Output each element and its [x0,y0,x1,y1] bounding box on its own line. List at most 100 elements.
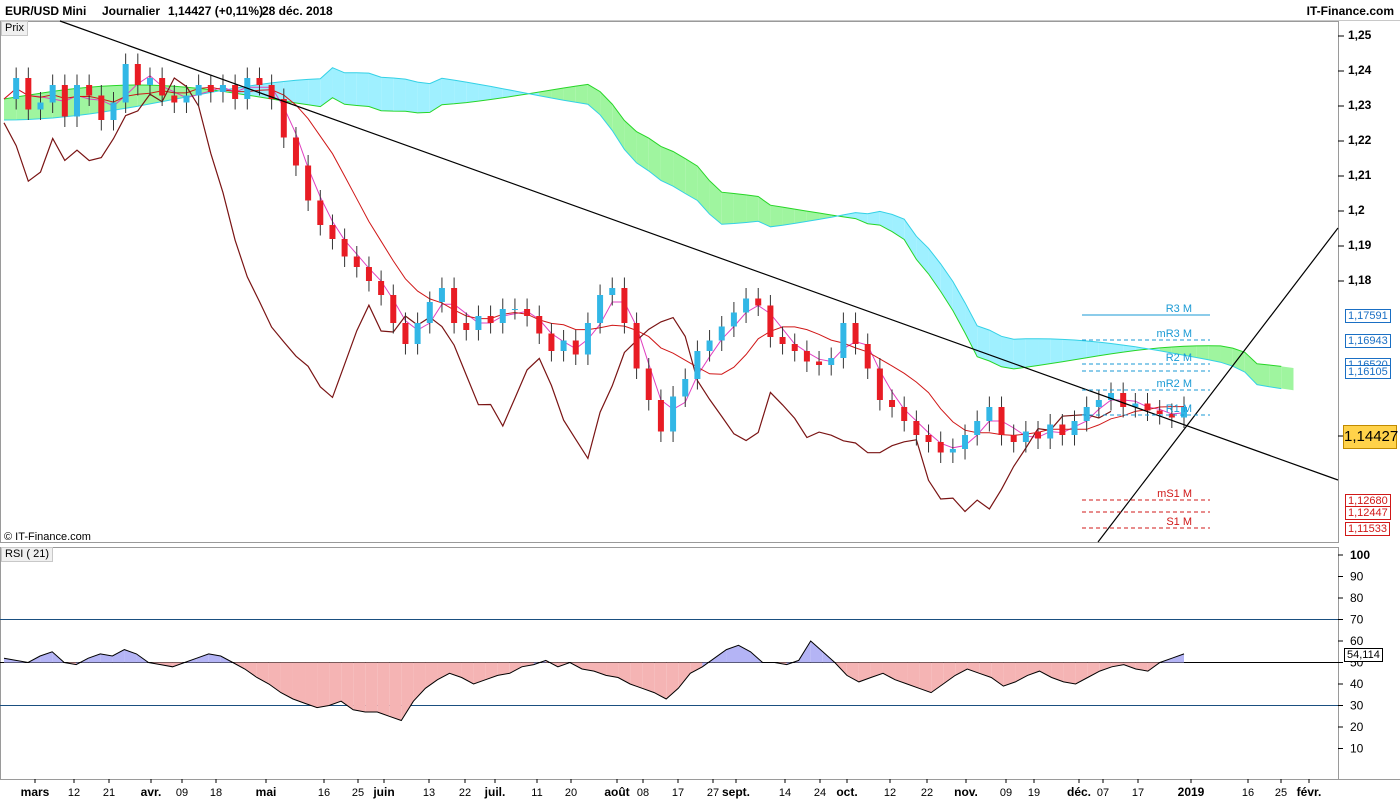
rsi-fill-segment [630,662,643,689]
rsi-fill-segment [377,662,390,717]
kumo-segment [454,80,467,104]
current-price-label: 1,14427 [1343,425,1398,449]
candle-body [767,305,774,337]
candle-body [730,312,737,327]
time-tick-label: 11 [531,787,542,799]
candle-body [365,267,372,281]
rsi-tick-label: 60 [1350,634,1364,648]
senkou-a-line [3,83,1282,370]
candle-body [61,85,68,117]
candle-body [572,340,579,355]
kumo-segment [76,87,90,116]
candle-body [645,368,652,400]
candle-body [621,288,628,323]
rsi-fill-segment [991,662,1004,687]
rsi-fill-segment [292,662,306,704]
candle-body [171,95,178,103]
kumo-segment [1086,340,1099,358]
candle-body [524,309,531,316]
candle-body [451,288,458,323]
candle-body [791,344,798,351]
pivot-value-label: 1,16105 [1345,365,1391,379]
kumo-segment [52,89,65,118]
pivot-value-label: 1,17591 [1345,309,1391,323]
pivot-label: mS1 M [1157,488,1192,500]
candle-body [207,85,214,92]
time-tick-label: juil. [484,785,506,799]
kumo-segment [660,146,674,187]
candle-body [998,407,1005,435]
kumo-segment [1038,338,1051,366]
rsi-fill-segment [305,662,318,708]
time-tick-label: 13 [423,787,435,799]
candle-body [98,95,105,120]
kumo-segment [295,79,309,105]
kumo-segment [429,78,442,113]
candle-body [499,309,506,323]
kumo-segment [466,82,479,103]
chikou-line [3,77,1112,513]
kumo-segment [64,88,77,117]
kumo-segment [381,77,394,112]
candle-body [1095,400,1102,407]
rsi-tick-label: 30 [1350,699,1364,713]
rsi-fill-segment [943,662,956,684]
rsi-fill-segment [907,662,920,689]
candle-body [73,85,80,117]
kijun-line [3,86,1184,436]
kumo-segment [417,82,430,113]
candle-body [49,85,56,103]
candle-body [1144,403,1151,411]
time-tick-label: 25 [1275,787,1287,799]
candle-body [986,407,993,421]
kumo-segment [709,180,722,225]
rsi-fill-segment [967,662,980,674]
kumo-segment [965,302,978,357]
uptrend-line [1097,227,1339,543]
kumo-segment [806,211,820,222]
kumo-segment [16,95,29,120]
kumo-segment [113,85,126,111]
price-tick-label: 1,22 [1348,133,1372,147]
rsi-value-label: 54,114 [1344,648,1383,662]
kumo-segment [1184,345,1197,358]
candle-body [219,85,226,92]
time-tick-label: nov. [954,785,978,799]
time-tick-label: déc. [1067,785,1091,799]
rsi-fill-segment [979,662,992,678]
rsi-fill-segment [521,662,534,667]
candle-body [329,225,336,239]
rsi-fill-segment [329,662,342,706]
candle-body [584,323,591,355]
rsi-fill-segment [690,662,703,674]
candle-body [183,95,190,103]
rsi-tick-label: 80 [1350,591,1364,605]
rsi-fill-segment [870,662,883,678]
kumo-segment [101,85,114,113]
rsi-fill-segment [666,662,679,700]
pivot-value-label: 1,16943 [1345,334,1391,348]
rsi-tick-label: 90 [1350,570,1364,584]
price-panel-frame [0,21,1339,543]
time-tick-label: févr. [1297,785,1322,799]
rsi-fill-segment [244,662,257,678]
kumo-segment [551,88,564,101]
candle-body [1022,431,1029,442]
time-tick-label: juin [372,785,394,799]
candle-body [1059,424,1066,435]
rsi-fill-segment [882,662,896,680]
rsi-fill-segment [594,662,607,676]
candle-body [1071,421,1078,435]
rsi-fill-segment [606,662,619,678]
time-tick-label: 12 [68,787,80,799]
kumo-segment [1001,336,1014,369]
rsi-fill-segment [40,651,53,663]
candle-body [1156,410,1163,414]
candle-body [341,239,348,257]
candle-body [438,288,445,302]
candle-body [25,78,32,110]
rsi-line [3,640,1185,722]
kumo-segment [758,196,771,227]
candle-body [268,85,275,99]
